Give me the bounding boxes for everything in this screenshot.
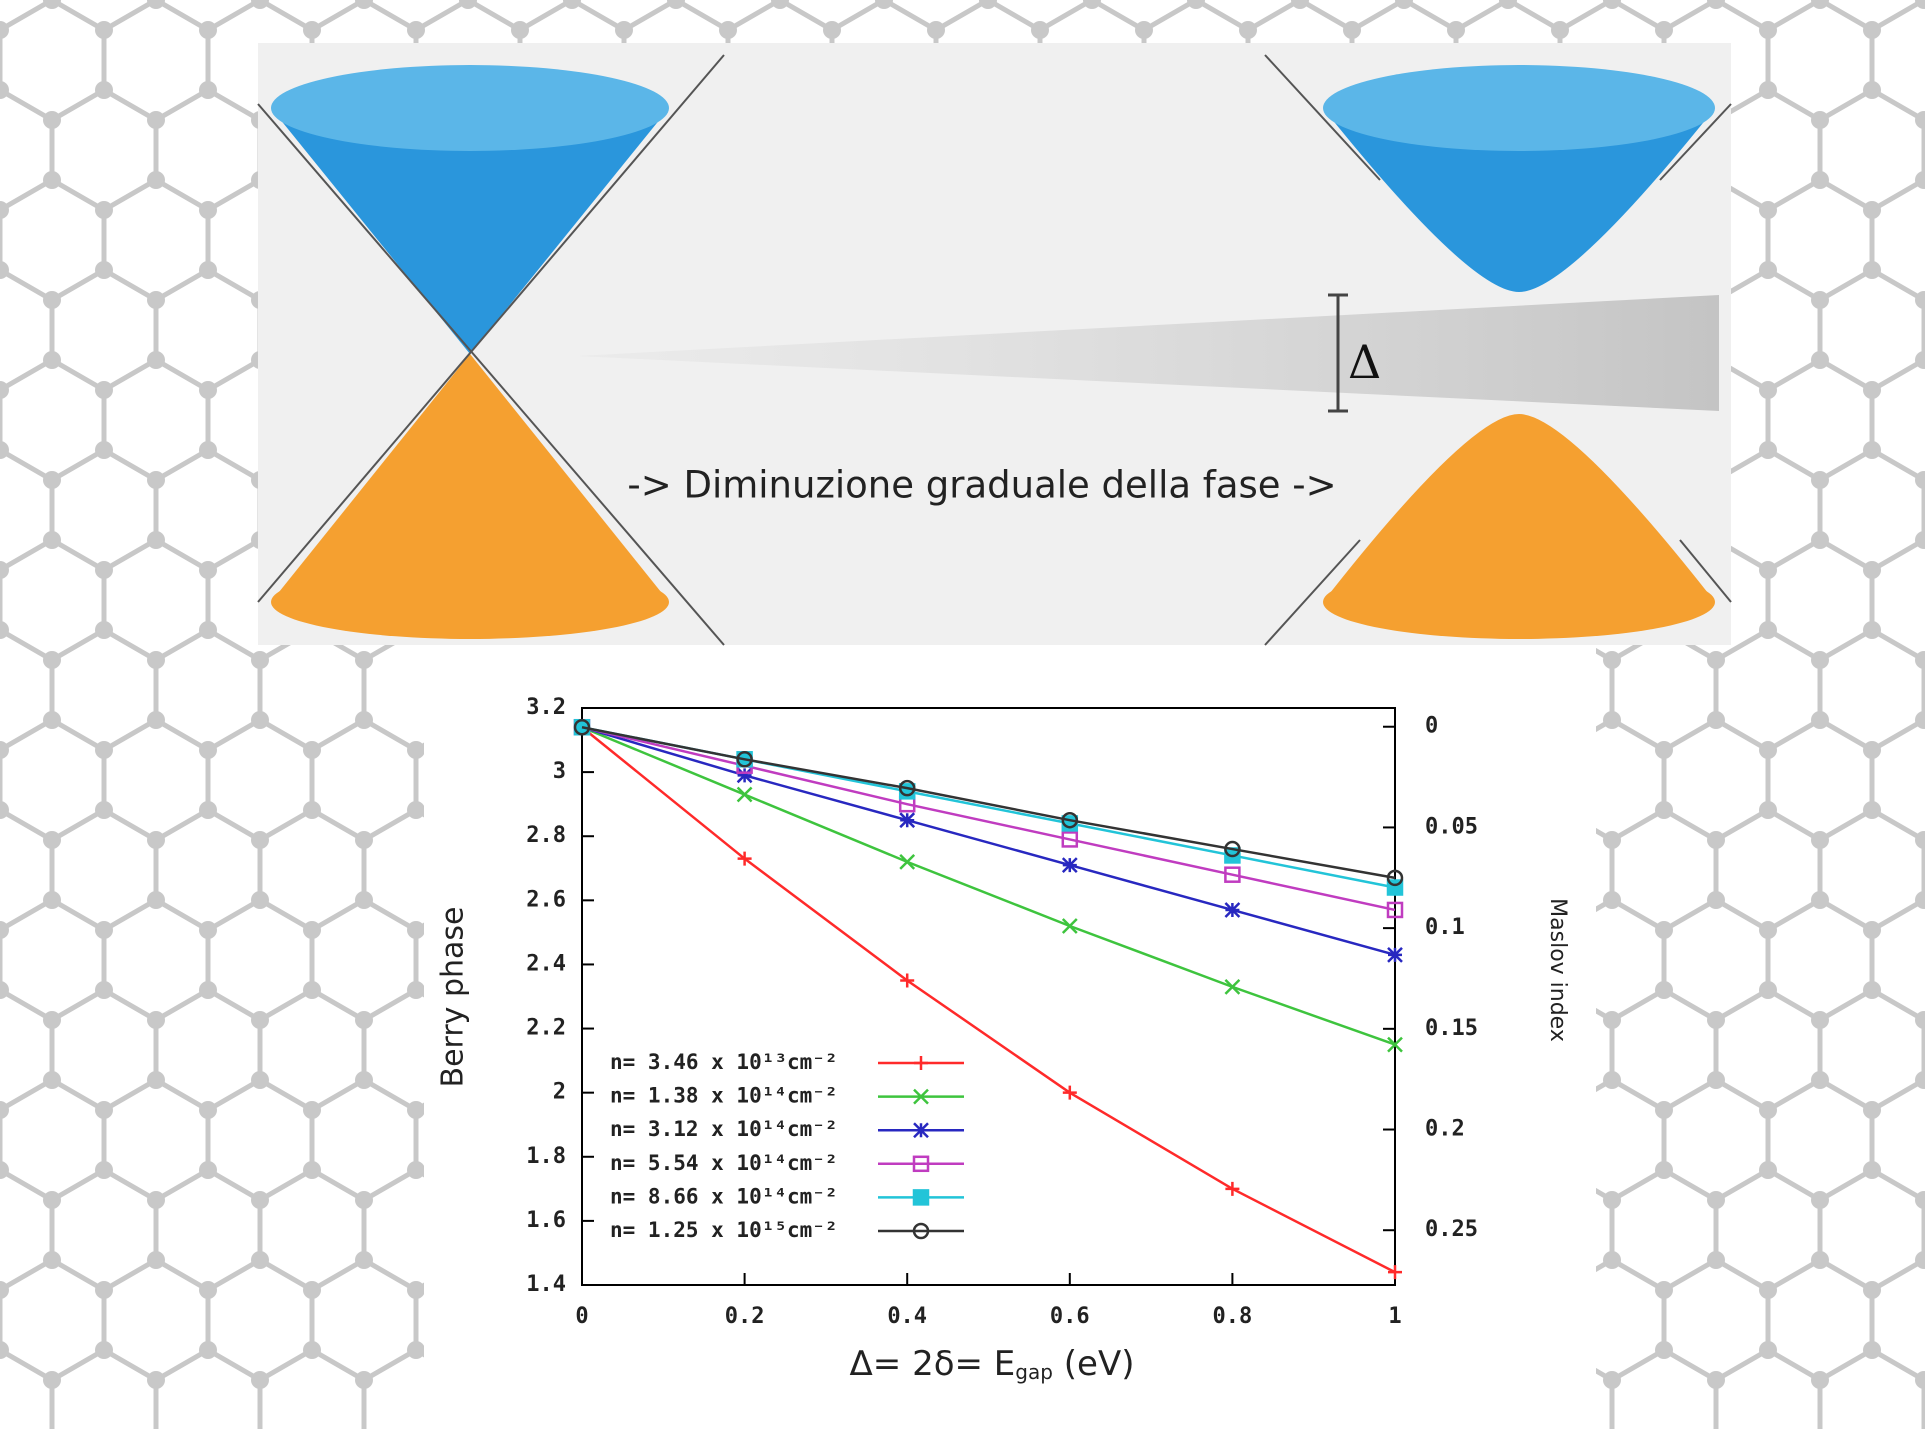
y-tick-label: 3.2 — [526, 695, 566, 720]
cone-bottom — [271, 565, 669, 639]
caption: -> Diminuzione graduale della fase -> — [627, 464, 1336, 507]
band-bottom — [1323, 565, 1715, 639]
legend-marker — [914, 1190, 928, 1204]
y2-tick-label: 0.2 — [1425, 1117, 1465, 1142]
y-tick-label: 2.2 — [526, 1016, 566, 1041]
marker — [1388, 948, 1402, 962]
y-tick-label: 1.4 — [526, 1272, 566, 1297]
y2-tick-label: 0.25 — [1425, 1217, 1478, 1242]
y-tick-label: 1.8 — [526, 1144, 566, 1169]
y2-axis-label: Maslov index — [1545, 898, 1570, 1042]
y-tick-label: 2 — [553, 1080, 566, 1105]
legend-label: n= 3.46 x 10¹³cm⁻² — [610, 1050, 838, 1074]
y-tick-label: 2.6 — [526, 887, 566, 912]
legend-label: n= 8.66 x 10¹⁴cm⁻² — [610, 1184, 838, 1208]
y-axis-label: Berry phase — [436, 907, 471, 1088]
y2-tick-label: 0.1 — [1425, 915, 1465, 940]
x-tick-label: 0.4 — [887, 1304, 927, 1329]
gap-label: Δ — [1348, 335, 1381, 389]
marker — [738, 768, 752, 782]
band-top — [1323, 65, 1715, 151]
y2-tick-label: 0.05 — [1425, 814, 1478, 839]
page: Δ -> Diminuzione graduale della fase -> … — [0, 0, 1925, 1429]
legend-label: n= 5.54 x 10¹⁴cm⁻² — [610, 1151, 838, 1175]
chart-panel — [424, 645, 1596, 1429]
x-tick-label: 0.2 — [725, 1304, 765, 1329]
x-tick-label: 1 — [1388, 1304, 1401, 1329]
y2-tick-label: 0 — [1425, 714, 1438, 739]
y2-tick-label: 0.15 — [1425, 1016, 1478, 1041]
marker — [900, 813, 914, 827]
x-label-part: Δ= 2δ= E — [850, 1344, 1016, 1384]
y-tick-label: 2.8 — [526, 823, 566, 848]
y-tick-label: 2.4 — [526, 951, 566, 976]
marker — [1225, 903, 1239, 917]
y-tick-label: 3 — [553, 759, 566, 784]
legend-label: n= 1.25 x 10¹⁵cm⁻² — [610, 1218, 838, 1242]
x-tick-label: 0.8 — [1213, 1304, 1253, 1329]
diagram: Δ -> Diminuzione graduale della fase -> — [258, 43, 1731, 1429]
figure: Δ -> Diminuzione graduale della fase -> … — [0, 0, 1925, 1429]
legend-marker — [914, 1123, 928, 1137]
y-tick-label: 1.6 — [526, 1208, 566, 1233]
legend-label: n= 1.38 x 10¹⁴cm⁻² — [610, 1084, 838, 1108]
x-tick-label: 0 — [575, 1304, 588, 1329]
cone-top — [271, 65, 669, 151]
marker — [1063, 858, 1077, 872]
x-axis-label: Δ= 2δ= Egap (eV) — [850, 1344, 1135, 1384]
legend-label: n= 3.12 x 10¹⁴cm⁻² — [610, 1117, 838, 1141]
x-label-part: gap — [1015, 1360, 1053, 1384]
x-tick-label: 0.6 — [1050, 1304, 1090, 1329]
x-label-part: (eV) — [1053, 1344, 1135, 1384]
